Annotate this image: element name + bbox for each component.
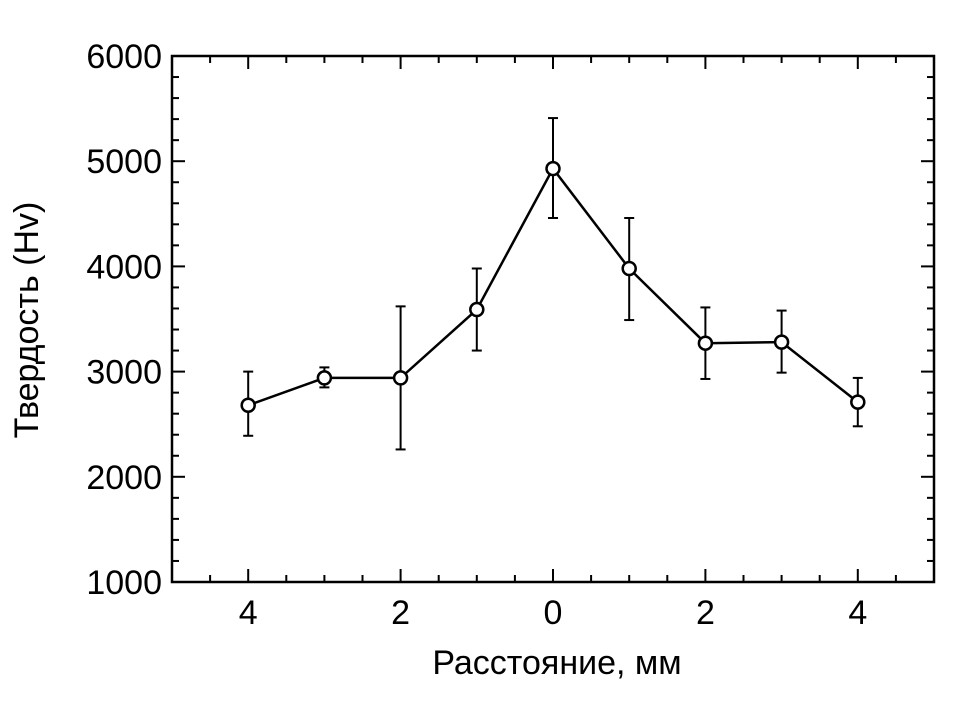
data-point bbox=[621, 260, 637, 277]
data-point bbox=[697, 335, 714, 351]
x-tick-label: 4 bbox=[239, 594, 258, 632]
axis-ticks bbox=[172, 56, 934, 582]
y-tick-label: 6000 bbox=[86, 38, 162, 76]
data-point bbox=[850, 394, 866, 410]
data-point bbox=[545, 160, 561, 177]
data-point bbox=[240, 397, 256, 414]
x-tick-label: 4 bbox=[848, 594, 867, 632]
y-tick-label: 1000 bbox=[86, 564, 162, 602]
data-point bbox=[316, 370, 333, 386]
y-tick-label: 5000 bbox=[86, 143, 162, 181]
data-points bbox=[240, 160, 866, 414]
data-point bbox=[392, 370, 409, 386]
x-tick-label: 2 bbox=[696, 594, 715, 632]
y-tick-label: 2000 bbox=[86, 459, 162, 497]
data-point bbox=[773, 334, 790, 350]
x-tick-label: 2 bbox=[391, 594, 410, 632]
x-axis-title: Расстояние, мм bbox=[432, 644, 681, 682]
x-tick-label: 0 bbox=[544, 594, 563, 632]
data-point bbox=[469, 301, 485, 318]
y-tick-label: 3000 bbox=[86, 354, 162, 392]
tick-labels: 4 2 0 2 4 1000 2000 3000 4000 5000 6000 bbox=[86, 38, 867, 632]
y-axis-title: Твердость (Hv) bbox=[8, 202, 46, 439]
y-tick-label: 4000 bbox=[86, 248, 162, 286]
